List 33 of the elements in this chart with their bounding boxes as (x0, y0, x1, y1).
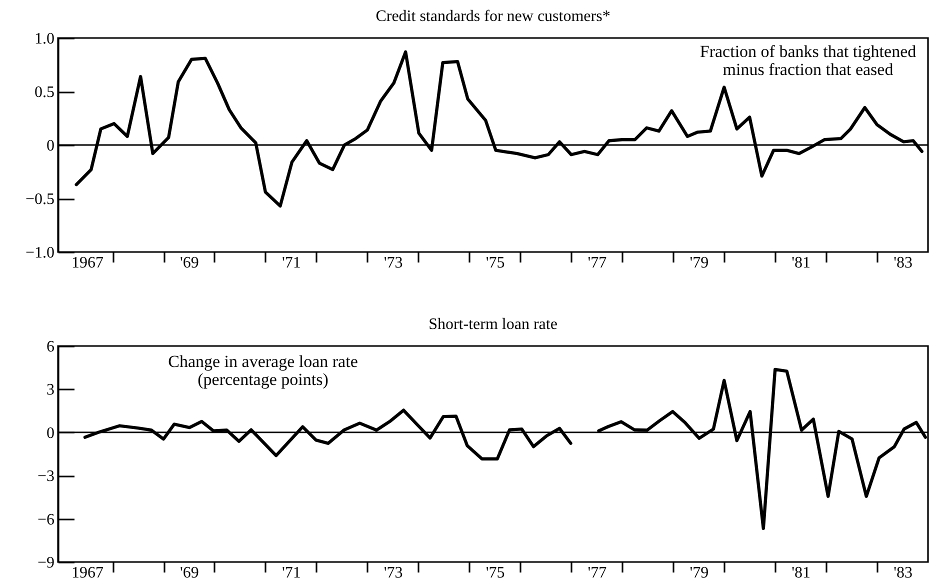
x-tick-label: '83 (894, 564, 912, 582)
y-tick-label: 3 (46, 382, 54, 399)
x-tick-label: '81 (792, 564, 811, 582)
x-tick-label: '69 (180, 564, 199, 582)
x-tick-label: '77 (588, 564, 607, 582)
x-tick-label: 1967 (72, 564, 104, 582)
annotation: Change in average loan rate (percentage points) (168, 352, 358, 389)
x-tick-label: '71 (282, 564, 301, 582)
x-tick-label: '81 (792, 254, 811, 272)
x-tick-label: '75 (486, 564, 505, 582)
x-tick-label: '75 (486, 254, 505, 272)
y-tick-label: 0 (46, 138, 54, 154)
x-tick-label: '79 (690, 254, 709, 272)
x-tick-label: '77 (588, 254, 607, 272)
chart-title: Credit standards for new customers* (376, 8, 610, 25)
x-tick-label: '71 (282, 254, 301, 272)
annotation: Fraction of banks that tightened minus fraction that eased (700, 42, 917, 79)
y-tick-label: 0.5 (34, 84, 54, 101)
x-tick-label: '83 (894, 254, 912, 272)
y-tick-label: −3 (37, 468, 54, 486)
x-tick-label: '69 (180, 254, 199, 272)
y-tick-label: 1.0 (34, 30, 54, 48)
y-tick-label: −0.5 (25, 191, 54, 208)
x-tick-label: 1967 (72, 254, 104, 272)
y-tick-label: −1.0 (25, 244, 54, 262)
chart-title: Short-term loan rate (428, 316, 558, 333)
y-tick-label: −9 (37, 554, 54, 572)
x-tick-label: '73 (384, 254, 403, 272)
x-tick-label: '73 (384, 564, 403, 582)
y-tick-label: 6 (46, 338, 54, 356)
y-tick-label: −6 (37, 511, 54, 528)
y-tick-label: 0 (46, 424, 54, 442)
x-tick-label: '79 (690, 564, 709, 582)
